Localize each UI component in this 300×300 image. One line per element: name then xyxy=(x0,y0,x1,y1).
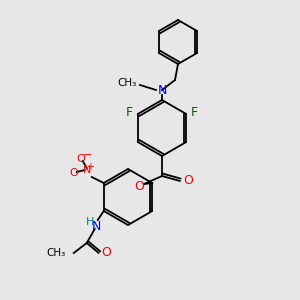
Text: O: O xyxy=(183,175,193,188)
Text: F: F xyxy=(191,106,198,118)
Text: N: N xyxy=(157,83,167,97)
Text: N: N xyxy=(82,165,91,175)
Text: CH₃: CH₃ xyxy=(46,248,66,258)
Text: O: O xyxy=(101,247,111,260)
Text: −: − xyxy=(83,150,92,160)
Text: H: H xyxy=(85,217,94,227)
Text: CH₃: CH₃ xyxy=(118,78,137,88)
Text: N: N xyxy=(92,220,101,232)
Text: O: O xyxy=(76,154,85,164)
Text: +: + xyxy=(86,162,94,172)
Text: F: F xyxy=(126,106,133,118)
Text: O: O xyxy=(134,181,144,194)
Text: O: O xyxy=(69,168,78,178)
